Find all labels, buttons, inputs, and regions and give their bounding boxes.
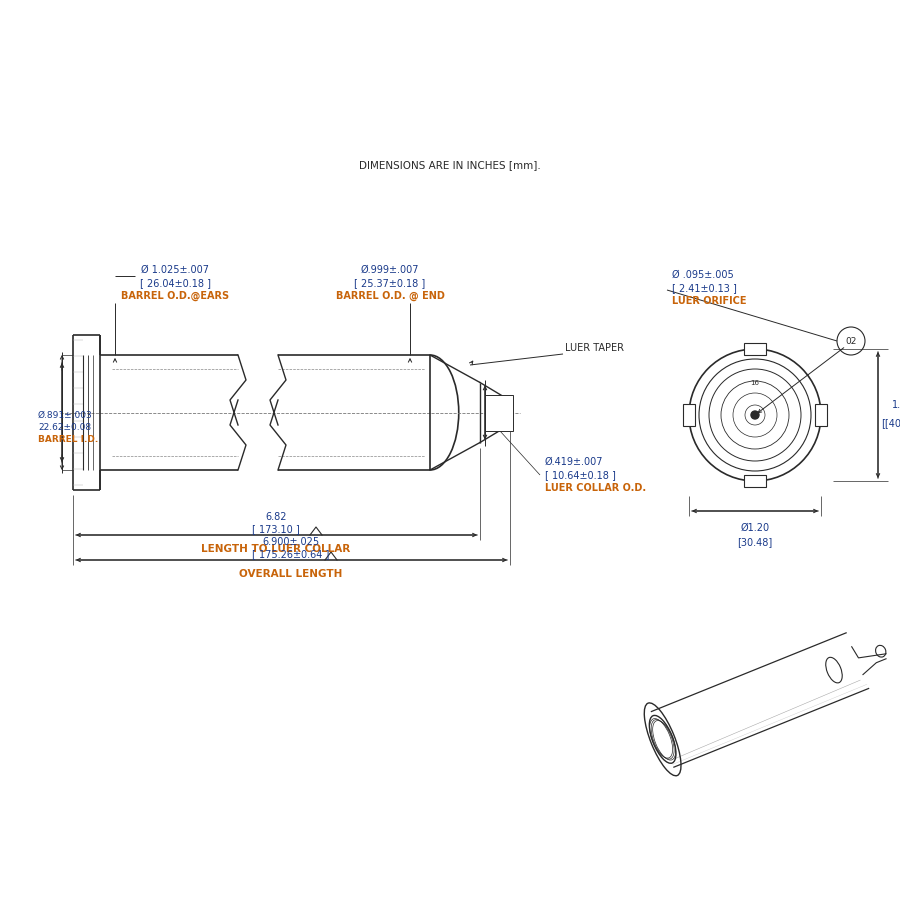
Text: OVERALL LENGTH: OVERALL LENGTH bbox=[239, 569, 343, 579]
Text: 6.900±.025: 6.900±.025 bbox=[263, 537, 320, 547]
Text: Ø.999±.007: Ø.999±.007 bbox=[361, 265, 419, 275]
Text: LUER ORIFICE: LUER ORIFICE bbox=[672, 296, 746, 306]
Text: [ 10.64±0.18 ]: [ 10.64±0.18 ] bbox=[545, 470, 616, 480]
Text: LENGTH TO LUER COLLAR: LENGTH TO LUER COLLAR bbox=[202, 544, 351, 554]
Text: [ 26.04±0.18 ]: [ 26.04±0.18 ] bbox=[140, 278, 211, 288]
Text: LUER TAPER: LUER TAPER bbox=[565, 343, 624, 353]
Text: Ø.419±.007: Ø.419±.007 bbox=[545, 457, 604, 467]
Bar bbox=[744, 343, 766, 355]
Text: BARREL O.D. @ END: BARREL O.D. @ END bbox=[336, 291, 445, 302]
Bar bbox=[683, 404, 695, 426]
Text: LUER COLLAR O.D.: LUER COLLAR O.D. bbox=[545, 483, 646, 493]
Bar bbox=[815, 404, 827, 426]
Text: Ø 1.025±.007: Ø 1.025±.007 bbox=[141, 265, 209, 275]
Text: DIMENSIONS ARE IN INCHES [mm].: DIMENSIONS ARE IN INCHES [mm]. bbox=[359, 160, 541, 170]
Text: 16: 16 bbox=[751, 380, 760, 386]
Text: 02: 02 bbox=[845, 337, 857, 346]
Text: 22.62±0.08: 22.62±0.08 bbox=[38, 422, 91, 431]
Text: [ 173.10 ]: [ 173.10 ] bbox=[252, 524, 300, 534]
Circle shape bbox=[751, 411, 759, 419]
Text: [[40.13]]: [[40.13]] bbox=[881, 418, 900, 428]
Text: [30.48]: [30.48] bbox=[737, 537, 772, 547]
Text: 6.82: 6.82 bbox=[266, 512, 287, 522]
Bar bbox=[744, 475, 766, 487]
Text: BARREL O.D.@EARS: BARREL O.D.@EARS bbox=[121, 291, 230, 302]
Text: [ 175.26±0.64 ]: [ 175.26±0.64 ] bbox=[252, 549, 329, 559]
Bar bbox=[485, 394, 513, 430]
Text: Ø .095±.005: Ø .095±.005 bbox=[672, 270, 733, 280]
Text: Ø1.20: Ø1.20 bbox=[741, 523, 770, 533]
Text: BARREL I.D.: BARREL I.D. bbox=[38, 435, 98, 444]
Text: [ 25.37±0.18 ]: [ 25.37±0.18 ] bbox=[355, 278, 426, 288]
Text: Ø.891±.003: Ø.891±.003 bbox=[38, 410, 93, 419]
Text: [ 2.41±0.13 ]: [ 2.41±0.13 ] bbox=[672, 283, 737, 293]
Text: 1.58: 1.58 bbox=[892, 400, 900, 410]
